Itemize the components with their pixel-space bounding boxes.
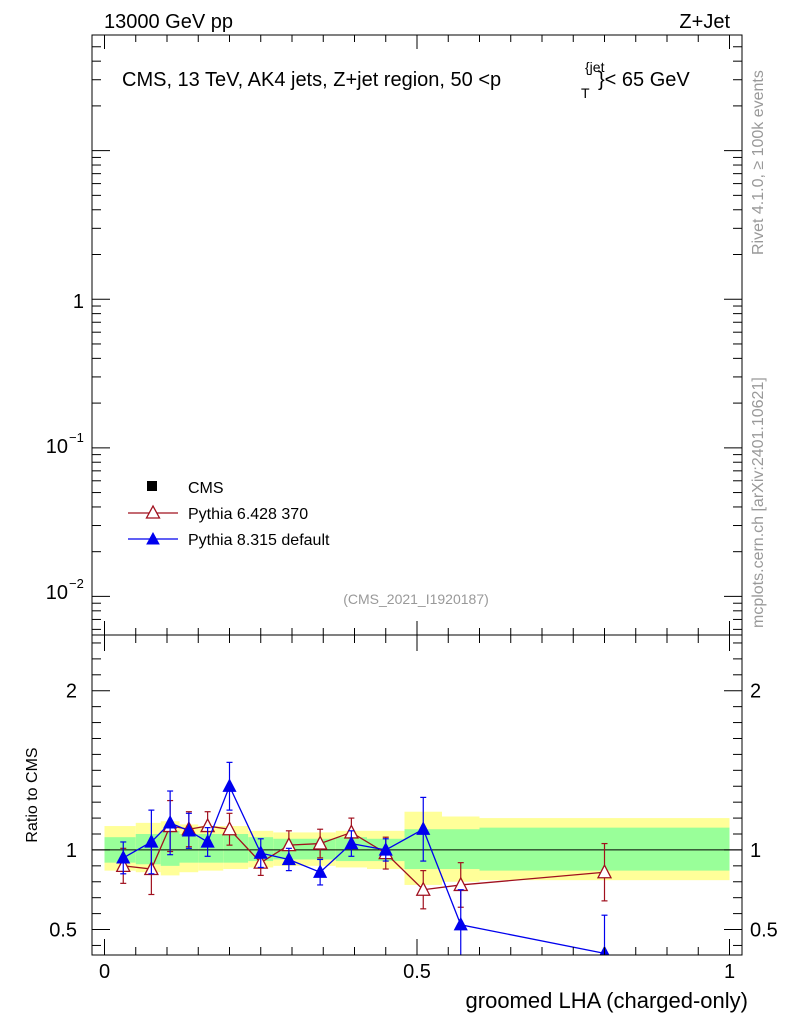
- ratio-x-tick-label-0.5: 0.5: [403, 961, 431, 983]
- data-point-pythia8: [253, 845, 268, 859]
- uncertainty-bands: [104, 811, 730, 885]
- main-y-ticks: [92, 34, 742, 635]
- rivet-label: Rivet 4.1.0, ≥ 100k events: [750, 70, 767, 255]
- chart-title-superscript: {jet: [585, 59, 605, 75]
- mcplots-label: mcplots.cern.ch [arXiv:2401.10621]: [750, 377, 767, 628]
- ratio-ticks: [92, 635, 742, 955]
- main-y-tick-label-0.1-exponent: −1: [69, 430, 84, 445]
- main-panel: 1 10 −1 10 −2 CMS, 13 TeV, AK4 jets, Z+j…: [46, 34, 743, 636]
- chart-title-main: CMS, 13 TeV, AK4 jets, Z+jet region, 50 …: [122, 69, 501, 91]
- data-point-pythia8: [200, 834, 215, 848]
- header-right-label: Z+Jet: [679, 11, 730, 33]
- legend-marker-pythia8: [146, 531, 160, 545]
- data-point-pythia8: [344, 835, 359, 850]
- legend-marker-pythia6: [145, 504, 161, 519]
- ratio-y-tick-label-1: 1: [66, 840, 77, 862]
- data-point-pythia8: [416, 821, 431, 835]
- data-point-pythia6: [221, 820, 238, 836]
- ratio-y-tick-label-1-right: 1: [750, 840, 761, 862]
- ratio-panel: 2 1 0.5 2 1 0.5 0 0.5 1 Ratio to CMS gro…: [24, 634, 778, 1013]
- main-y-tick-label-0.01: 10: [46, 582, 68, 604]
- legend: CMS Pythia 6.428 370 Pythia 8.315 defaul…: [128, 480, 330, 549]
- main-y-tick-label-0.01-exponent: −2: [69, 576, 84, 591]
- ratio-x-tick-label-0: 0: [99, 961, 110, 983]
- x-axis-title: groomed LHA (charged-only): [466, 988, 748, 1013]
- legend-label-pythia8: Pythia 8.315 default: [188, 532, 330, 549]
- ratio-y-axis-title: Ratio to CMS: [24, 747, 41, 842]
- chart-title-tail: }< 65 GeV: [598, 69, 690, 91]
- main-y-tick-label-1: 1: [73, 291, 84, 313]
- data-point-pythia8: [453, 916, 468, 931]
- legend-label-cms: CMS: [188, 480, 224, 497]
- chart-title-subscript: T: [581, 85, 590, 101]
- main-y-tick-labels: 1 10 −1 10 −2: [46, 291, 84, 604]
- ratio-y-tick-label-0.5-right: 0.5: [750, 920, 778, 942]
- data-point-pythia8: [144, 834, 159, 848]
- data-point-pythia6: [415, 881, 431, 896]
- ratio-x-tick-label-1: 1: [724, 961, 735, 983]
- data-point-pythia8: [378, 842, 393, 856]
- main-y-tick-label-0.1: 10: [46, 436, 68, 458]
- data-point-pythia8: [181, 822, 196, 837]
- data-point-pythia8: [222, 778, 237, 792]
- ratio-frame: [91, 634, 743, 956]
- band-inner: [223, 834, 249, 863]
- ratio-y-tick-label-2-right: 2: [750, 681, 761, 703]
- data-point-pythia6: [596, 863, 613, 879]
- data-point-pythia8: [116, 849, 131, 864]
- legend-marker-cms: [147, 481, 157, 491]
- ratio-y-tick-label-0.5: 0.5: [49, 920, 77, 942]
- data-point-pythia8: [281, 851, 296, 866]
- analysis-watermark: (CMS_2021_I1920187): [343, 591, 489, 607]
- ratio-series: [115, 761, 613, 955]
- chart-title: CMS, 13 TeV, AK4 jets, Z+jet region, 50 …: [122, 69, 501, 91]
- legend-label-pythia6: Pythia 6.428 370: [188, 506, 308, 523]
- header-left-label: 13000 GeV pp: [104, 11, 233, 33]
- data-point-pythia6: [312, 835, 328, 850]
- data-point-pythia8: [163, 814, 178, 829]
- ratio-y-tick-label-2: 2: [66, 681, 77, 703]
- data-point-pythia8: [313, 864, 328, 878]
